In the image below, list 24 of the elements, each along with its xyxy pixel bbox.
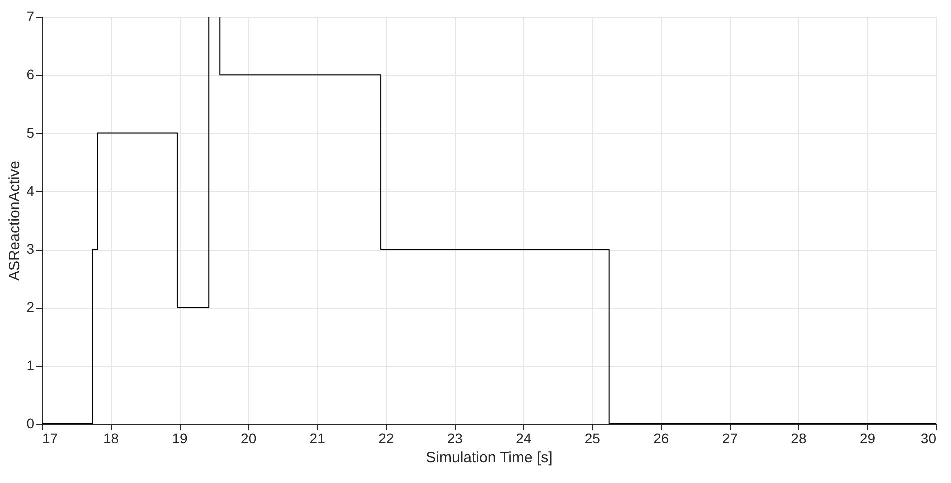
- y-tick-label: 6: [26, 66, 35, 83]
- x-tick-label: 24: [516, 430, 532, 446]
- x-tick-label: 26: [654, 430, 670, 446]
- y-tick-label: 5: [26, 124, 35, 141]
- x-tick-label: 20: [241, 430, 257, 446]
- x-tick-label: 25: [584, 430, 601, 446]
- x-tick-label: 23: [447, 430, 464, 446]
- x-tick-label: 21: [310, 430, 326, 446]
- y-axis-title: ASReactionActive: [6, 160, 24, 282]
- x-tick-label: 28: [791, 430, 807, 446]
- y-tick-label: 3: [26, 241, 35, 258]
- x-tick-label: 19: [172, 430, 188, 446]
- y-tick-label: 2: [26, 299, 35, 316]
- x-tick-label: 18: [103, 430, 120, 446]
- y-tick-label: 7: [26, 8, 35, 24]
- x-tick-label: 17: [42, 430, 58, 446]
- y-tick-label: 4: [26, 182, 35, 199]
- x-tick-label: 22: [378, 430, 394, 446]
- x-axis-title: Simulation Time [s]: [426, 450, 553, 466]
- y-tick-label: 1: [26, 357, 35, 374]
- x-tick-label: 30: [920, 430, 937, 446]
- y-tick-label: 0: [26, 416, 35, 432]
- x-tick-label: 27: [722, 430, 738, 446]
- x-tick-label: 29: [860, 430, 876, 446]
